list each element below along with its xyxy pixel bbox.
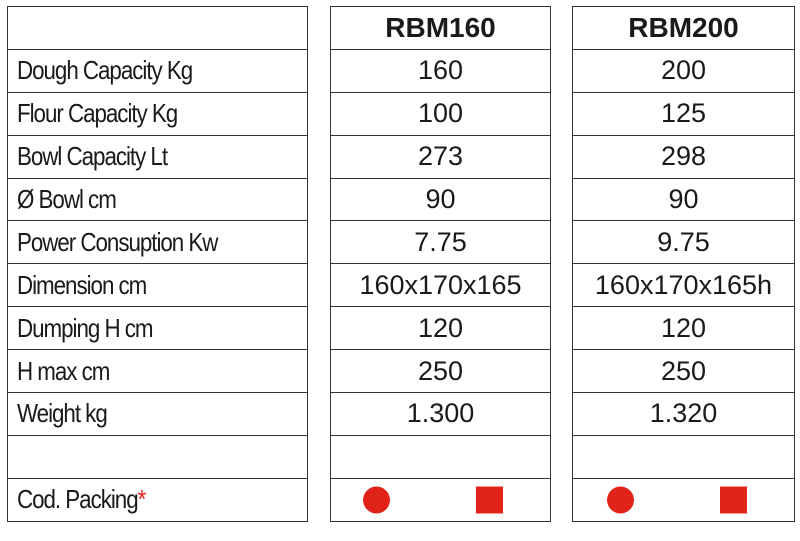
model-rbm200-table: RBM200 200 125 298 90 9.75 160x170x165h … xyxy=(572,6,795,522)
row-label: Bowl Capacity Lt xyxy=(7,134,308,179)
row-label-text: Dimension cm xyxy=(17,269,147,300)
table-row: Dimension cm xyxy=(7,263,308,308)
value-cell: 160x170x165h xyxy=(572,263,795,308)
table-row xyxy=(7,6,308,50)
value-cell: 200 xyxy=(572,48,795,93)
packing-marks xyxy=(574,479,794,520)
table-row xyxy=(330,477,551,522)
row-label: Flour Capacity Kg xyxy=(7,91,308,136)
red-circle-icon xyxy=(363,486,390,514)
packing-label: Cod. Packing* xyxy=(17,484,147,515)
table-row: H max cm xyxy=(7,349,308,394)
value-cell: 273 xyxy=(330,134,551,179)
table-row: 160x170x165h xyxy=(572,263,795,308)
table-row: 250 xyxy=(572,349,795,394)
asterisk: * xyxy=(137,484,147,515)
row-label: H max cm xyxy=(7,349,308,394)
table-row: Bowl Capacity Lt xyxy=(7,134,308,179)
row-label xyxy=(7,434,308,479)
table-row: Flour Capacity Kg xyxy=(7,91,308,136)
table-row: 273 xyxy=(330,134,551,179)
spec-labels-table: Dough Capacity Kg Flour Capacity Kg Bowl… xyxy=(7,6,308,522)
table-row: 1.320 xyxy=(572,392,795,436)
row-label: Dough Capacity Kg xyxy=(7,48,308,93)
value-cell: 7.75 xyxy=(330,220,551,265)
table-row xyxy=(7,434,308,479)
table-row: RBM160 xyxy=(330,6,551,50)
table-row: 120 xyxy=(572,306,795,351)
row-label-text: Dough Capacity Kg xyxy=(17,55,193,86)
table-row: Power Consuption Kw xyxy=(7,220,308,265)
row-label-text: Power Consuption Kw xyxy=(17,226,218,257)
row-label-text: Flour Capacity Kg xyxy=(17,98,178,129)
row-label: Ø Bowl cm xyxy=(7,177,308,222)
row-label-text: Bowl Capacity Lt xyxy=(17,141,168,172)
table-row: 160 xyxy=(330,48,551,93)
table-row: 9.75 xyxy=(572,220,795,265)
table-row: Cod. Packing* xyxy=(7,477,308,522)
row-label-text: H max cm xyxy=(17,355,110,386)
value-cell: 90 xyxy=(330,177,551,222)
value-cell xyxy=(330,434,551,479)
table-row: Ø Bowl cm xyxy=(7,177,308,222)
value-cell: 9.75 xyxy=(572,220,795,265)
row-label: Dumping H cm xyxy=(7,306,308,351)
packing-label-cell: Cod. Packing* xyxy=(7,477,308,522)
table-row: 90 xyxy=(572,177,795,222)
value-cell: 90 xyxy=(572,177,795,222)
row-label-text: Ø Bowl cm xyxy=(17,184,117,214)
table-row xyxy=(572,477,795,522)
row-label: Power Consuption Kw xyxy=(7,220,308,265)
table-row: 100 xyxy=(330,91,551,136)
table-row: 160x170x165 xyxy=(330,263,551,308)
red-circle-icon xyxy=(607,486,634,514)
table-row xyxy=(572,434,795,479)
table-row: Weight kg xyxy=(7,392,308,436)
value-cell: 1.320 xyxy=(572,392,795,436)
value-cell xyxy=(572,434,795,479)
header-blank-cell xyxy=(7,6,308,50)
value-cell: 125 xyxy=(572,91,795,136)
value-cell: 160x170x165 xyxy=(330,263,551,308)
table-row xyxy=(330,434,551,479)
value-cell: 160 xyxy=(330,48,551,93)
row-label: Weight kg xyxy=(7,392,308,436)
table-row: 298 xyxy=(572,134,795,179)
value-cell: 120 xyxy=(572,306,795,351)
table-row: Dough Capacity Kg xyxy=(7,48,308,93)
value-cell: 250 xyxy=(330,349,551,394)
value-cell: 120 xyxy=(330,306,551,351)
packing-cell xyxy=(572,477,795,522)
packing-cell xyxy=(330,477,551,522)
model-name: RBM200 xyxy=(572,6,795,50)
red-square-icon xyxy=(476,486,503,514)
red-square-icon xyxy=(720,486,747,514)
value-cell: 1.300 xyxy=(330,392,551,436)
table-row: 90 xyxy=(330,177,551,222)
table-row: 200 xyxy=(572,48,795,93)
table-row: Dumping H cm xyxy=(7,306,308,351)
table-row: 1.300 xyxy=(330,392,551,436)
table-row: RBM200 xyxy=(572,6,795,50)
table-row: 250 xyxy=(330,349,551,394)
table-row: 125 xyxy=(572,91,795,136)
value-cell: 298 xyxy=(572,134,795,179)
packing-label-text: Cod. Packing xyxy=(17,484,139,515)
row-label-text: Dumping H cm xyxy=(17,312,154,343)
packing-marks xyxy=(332,479,550,520)
model-rbm160-table: RBM160 160 100 273 90 7.75 160x170x165 1… xyxy=(330,6,551,522)
row-label-text: Weight kg xyxy=(17,398,108,429)
table-row: 120 xyxy=(330,306,551,351)
table-row: 7.75 xyxy=(330,220,551,265)
row-label: Dimension cm xyxy=(7,263,308,308)
value-cell: 250 xyxy=(572,349,795,394)
value-cell: 100 xyxy=(330,91,551,136)
model-name: RBM160 xyxy=(330,6,551,50)
